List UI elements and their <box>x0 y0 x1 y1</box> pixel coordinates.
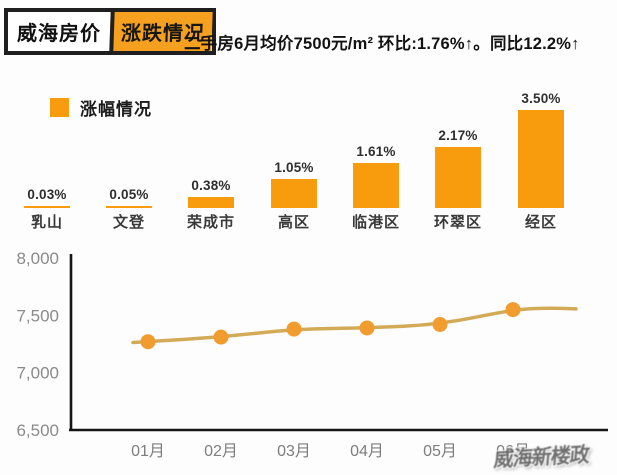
data-point <box>505 302 521 318</box>
bar-value-label: 3.50% <box>521 91 561 106</box>
x-tick-label: 03月 <box>277 443 311 460</box>
bar-category-label: 文登 <box>112 214 145 231</box>
bar-column: 0.03% 乳山 <box>6 90 88 231</box>
bar-value-label: 1.61% <box>356 144 396 159</box>
brand-label: 威海房价 <box>8 12 110 51</box>
bar <box>106 206 152 208</box>
bar-chart: 0.03% 乳山 0.05% 文登 0.38% 荣成市 1.05% 高区 1.61% 临港区 2.1… <box>0 90 617 231</box>
data-point <box>286 321 302 337</box>
bar <box>518 110 564 208</box>
bar <box>24 206 70 208</box>
bar <box>271 179 317 208</box>
bar-column: 1.05% 高区 <box>253 90 335 231</box>
bar-value-label: 0.03% <box>27 187 67 202</box>
y-tick-label: 6,500 <box>16 421 59 440</box>
bar-column: 1.61% 临港区 <box>335 90 417 231</box>
bar <box>188 197 234 208</box>
bar-column: 2.17% 环翠区 <box>417 90 499 231</box>
bar-chart-legend: 涨幅情况 <box>50 95 152 120</box>
bar-column: 3.50% 经区 <box>500 90 582 231</box>
x-tick-label: 05月 <box>423 443 457 460</box>
bar-category-label: 经区 <box>524 214 557 231</box>
price-trend-line <box>131 306 578 345</box>
watermark: 威海新楼政 <box>492 444 590 472</box>
bar-value-label: 0.05% <box>109 187 149 202</box>
bar-category-label: 乳山 <box>30 214 63 231</box>
bar-category-label: 临港区 <box>351 214 400 231</box>
bar <box>435 147 481 208</box>
x-tick-label: 01月 <box>131 443 165 460</box>
bar-category-label: 荣成市 <box>186 214 235 231</box>
bar <box>353 163 399 208</box>
legend-label: 涨幅情况 <box>80 100 152 119</box>
legend-color-swatch <box>50 98 69 117</box>
data-point <box>140 334 156 350</box>
title-box: 威海房价 涨跌情况 <box>4 8 216 55</box>
data-point <box>213 329 229 345</box>
bar-column: 0.05% 文登 <box>88 90 170 231</box>
y-tick-label: 7,000 <box>16 364 59 383</box>
bar-value-label: 2.17% <box>438 128 478 143</box>
bar-category-label: 环翠区 <box>433 214 482 231</box>
x-tick-label: 04月 <box>350 443 384 460</box>
bar-value-label: 1.05% <box>274 160 314 175</box>
y-tick-label: 8,000 <box>16 249 59 268</box>
bar-value-label: 0.38% <box>191 178 231 193</box>
subtitle: 二手房6月均价7500元/m² 环比:1.76%↑。同比12.2%↑ <box>184 35 580 53</box>
bar-category-label: 高区 <box>277 214 310 231</box>
y-tick-label: 7,500 <box>16 306 59 325</box>
data-point <box>432 317 448 333</box>
x-tick-label: 02月 <box>204 443 238 460</box>
bar-column: 0.38% 荣成市 <box>170 90 252 231</box>
data-point <box>359 320 375 336</box>
